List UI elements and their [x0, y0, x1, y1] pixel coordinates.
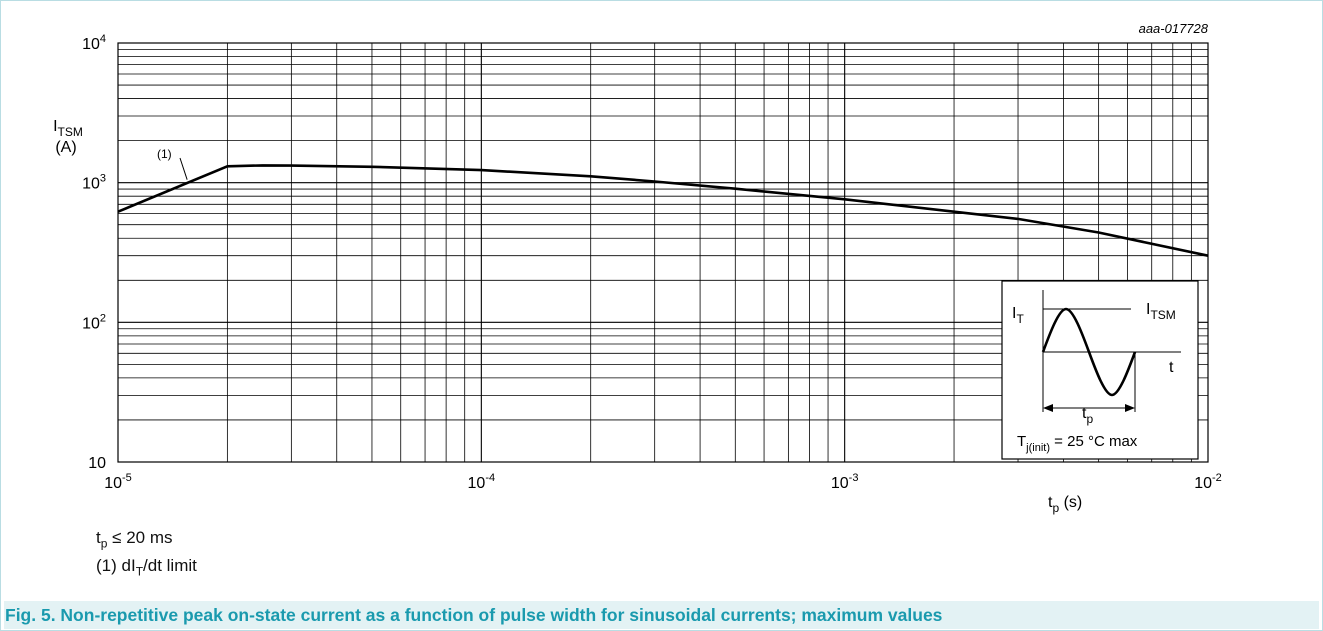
inset-level-label: ITSM: [1146, 301, 1176, 322]
inset-box: [1001, 280, 1199, 460]
inset-condition: Tj(init) = 25 °C max: [1017, 433, 1138, 454]
y-tick-label: 103: [82, 173, 106, 193]
inset-sine-wave: [1041, 307, 1137, 397]
annotation-leader: [179, 157, 188, 180]
inset-arrow-left: [1043, 404, 1053, 412]
series-line: [117, 164, 1209, 257]
y-tick-label: 102: [82, 312, 106, 332]
y-tick-label: 104: [82, 33, 106, 53]
x-tick-labels: 10-5 10-4 10-3 10-2: [104, 472, 1222, 492]
inset-width-label: tp: [1082, 405, 1093, 426]
figure-code: aaa-017728: [1139, 21, 1209, 36]
inset-arrow-right: [1125, 404, 1135, 412]
plot-border: [117, 42, 1209, 463]
y-axis-label: ITSM: [53, 118, 83, 139]
inset-diagram: IT ITSM t tp Tj(init) = 25 °C max: [1001, 280, 1199, 460]
note-pulse-width: tp ≤ 20 ms: [96, 528, 173, 551]
note-limit: (1) dIT/dt limit: [96, 556, 197, 579]
inset-y-label: IT: [1012, 305, 1024, 326]
chart: (1) aaa-017728 ITSM (A) tp (s) 10-5 10-4 1…: [53, 21, 1222, 515]
x-tick-label: 10-3: [831, 472, 859, 492]
x-tick-label: 10-4: [468, 472, 496, 492]
y-tick-labels: 10 102 103 104: [82, 33, 106, 472]
x-tick-label: 10-5: [104, 472, 132, 492]
y-tick-label: 10: [88, 455, 106, 472]
inset-t-label: t: [1169, 359, 1174, 376]
annotation-label: (1): [157, 147, 172, 161]
x-axis-label: tp (s): [1048, 494, 1082, 515]
y-axis-unit: (A): [55, 139, 76, 156]
x-tick-label: 10-2: [1194, 472, 1222, 492]
figure-caption: Fig. 5. Non-repetitive peak on-state cur…: [4, 601, 1319, 629]
